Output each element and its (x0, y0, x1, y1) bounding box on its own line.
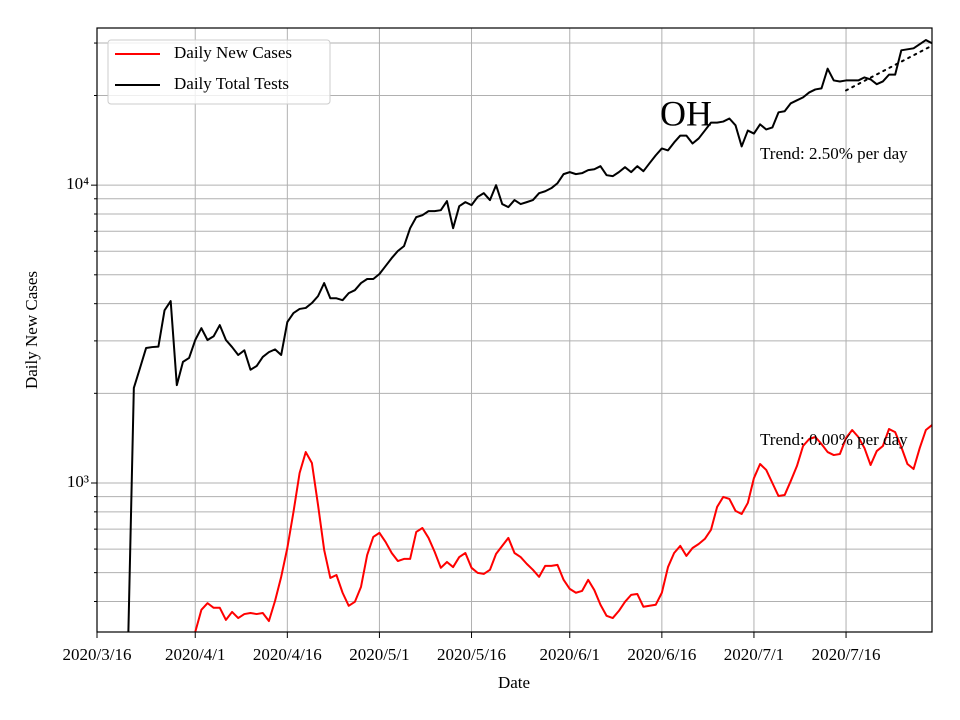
series-line (127, 39, 932, 632)
plot-frame (96, 27, 933, 633)
trend-line (845, 44, 932, 92)
x-tick-label: 2020/5/16 (437, 645, 506, 664)
annotation-trend-cases: Trend: 0.00% per day (760, 430, 908, 449)
x-axis-label: Date (498, 673, 530, 692)
legend: Daily New Cases Daily Total Tests (107, 39, 331, 105)
x-tick-label: 2020/3/16 (63, 645, 132, 664)
plot-lines (127, 39, 932, 632)
x-tick-label: 2020/6/16 (627, 645, 696, 664)
x-tick-label: 2020/4/16 (253, 645, 322, 664)
legend-label: Daily Total Tests (174, 74, 289, 93)
y-tick-label: 10³ (67, 472, 89, 491)
x-tick-label: 2020/4/1 (165, 645, 225, 664)
y-axis-label: Daily New Cases (22, 271, 41, 389)
grid (96, 28, 932, 632)
x-tick-label: 2020/6/1 (540, 645, 600, 664)
x-tick-label: 2020/5/1 (349, 645, 409, 664)
x-tick-label: 2020/7/16 (812, 645, 881, 664)
x-tick-label: 2020/7/1 (724, 645, 784, 664)
legend-label: Daily New Cases (174, 43, 292, 62)
legend-box (107, 39, 331, 105)
y-tick-label: 10⁴ (66, 174, 89, 193)
series-line (194, 424, 932, 632)
ticks: 10³ 10⁴ 2020/3/16 2020/4/1 2020/4/16 2020/5/1… (63, 42, 881, 664)
annotation-trend-tests: Trend: 2.50% per day (760, 144, 908, 163)
annotation-state: OH (660, 93, 712, 133)
